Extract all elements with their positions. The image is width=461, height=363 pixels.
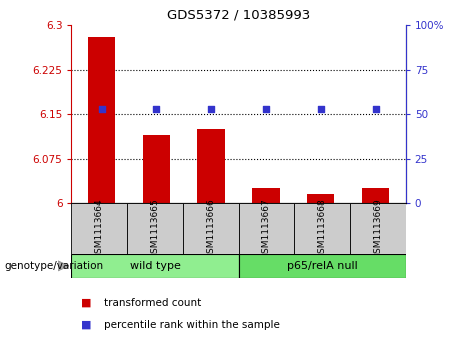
Title: GDS5372 / 10385993: GDS5372 / 10385993: [167, 8, 310, 21]
Bar: [197, 129, 225, 203]
Bar: [88, 37, 115, 203]
Bar: [239, 254, 406, 278]
Bar: [127, 203, 183, 254]
Bar: [252, 188, 280, 203]
Text: GSM1113668: GSM1113668: [318, 198, 327, 259]
Text: GSM1113665: GSM1113665: [150, 198, 160, 259]
Point: [317, 106, 325, 112]
Text: transformed count: transformed count: [104, 298, 201, 308]
Text: ■: ■: [81, 320, 91, 330]
Bar: [307, 194, 334, 203]
Bar: [294, 203, 350, 254]
Text: wild type: wild type: [130, 261, 180, 271]
Bar: [71, 203, 127, 254]
Point: [207, 106, 215, 112]
Text: percentile rank within the sample: percentile rank within the sample: [104, 320, 280, 330]
Text: GSM1113669: GSM1113669: [373, 198, 382, 259]
Point: [98, 106, 105, 112]
Bar: [350, 203, 406, 254]
Bar: [239, 203, 294, 254]
Text: ■: ■: [81, 298, 91, 308]
Text: GSM1113666: GSM1113666: [206, 198, 215, 259]
Point: [372, 106, 379, 112]
Text: GSM1113667: GSM1113667: [262, 198, 271, 259]
Point: [153, 106, 160, 112]
Point: [262, 106, 270, 112]
Bar: [183, 203, 239, 254]
Bar: [362, 188, 389, 203]
Bar: [143, 135, 170, 203]
Text: p65/relA null: p65/relA null: [287, 261, 357, 271]
Text: genotype/variation: genotype/variation: [5, 261, 104, 271]
Text: GSM1113664: GSM1113664: [95, 198, 104, 259]
Bar: [71, 254, 239, 278]
Polygon shape: [58, 261, 69, 271]
